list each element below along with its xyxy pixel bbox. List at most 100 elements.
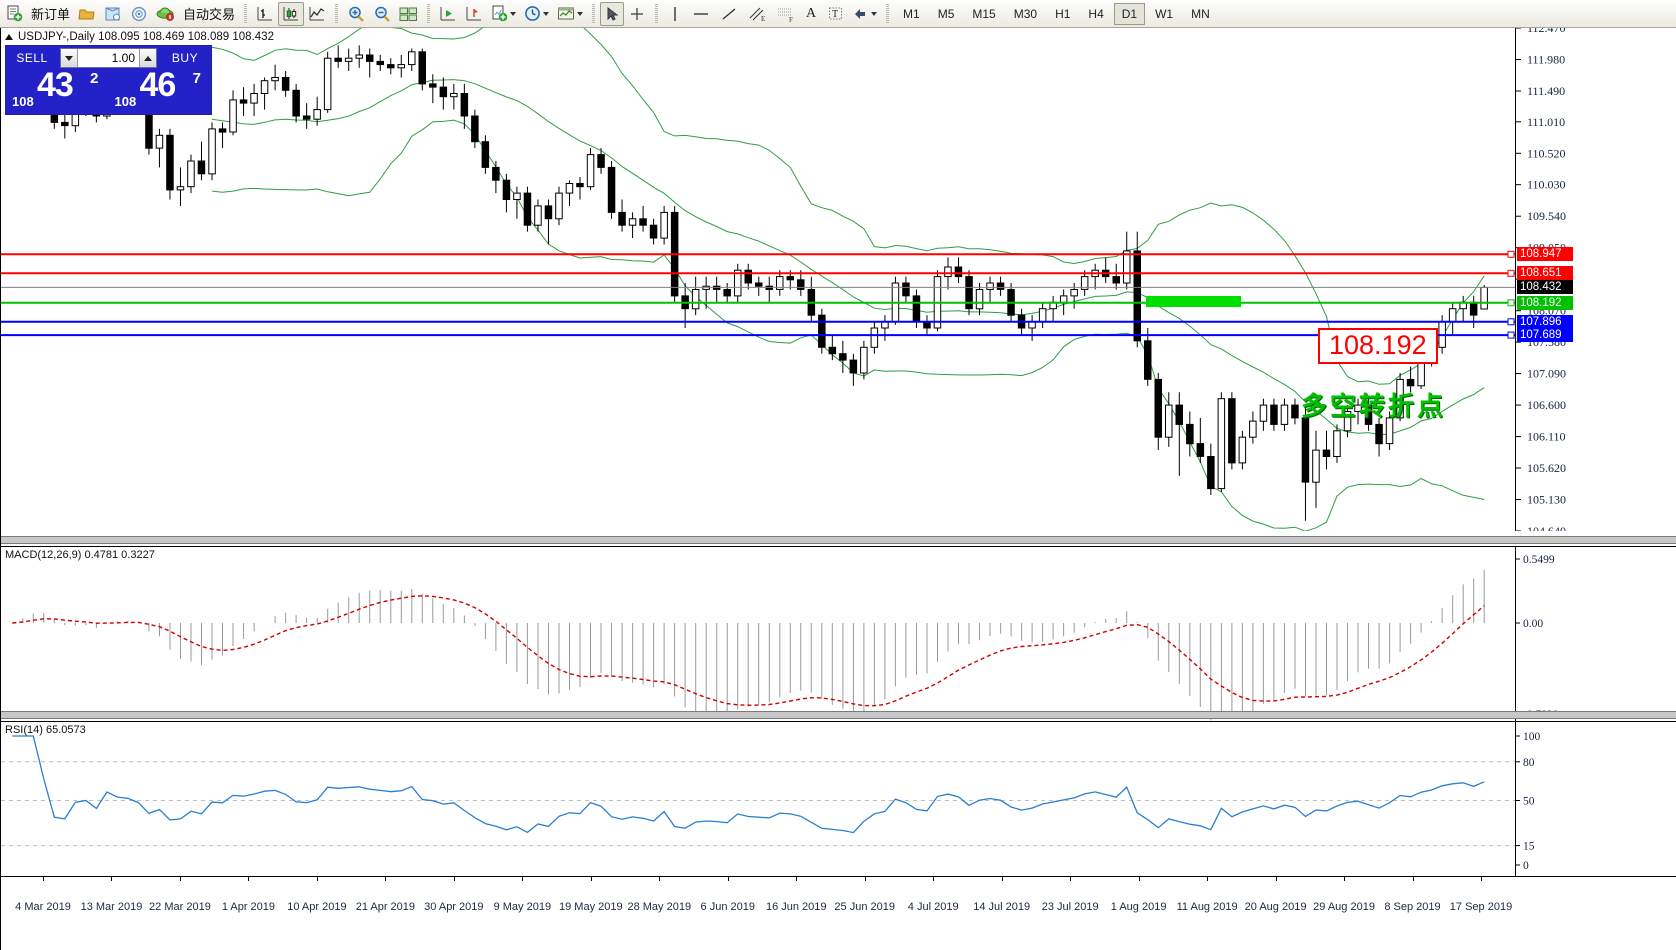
volume-input[interactable]: 1.00 (78, 49, 139, 67)
templates-button[interactable] (553, 2, 587, 26)
chart-shift-button[interactable] (461, 2, 487, 26)
auto-scroll-button[interactable] (435, 2, 461, 26)
trendline-button[interactable] (715, 2, 743, 26)
indicators-button[interactable] (487, 2, 520, 26)
toolbar-separator-4 (590, 3, 597, 24)
time-tick (43, 877, 44, 881)
arrows-button[interactable] (848, 2, 881, 26)
volume-increase-button[interactable] (139, 49, 156, 67)
zoom-in-button[interactable] (343, 2, 369, 26)
price-pane[interactable]: USDJPY-,Daily 108.095 108.469 108.089 10… (1, 28, 1676, 531)
volume-stepper[interactable]: 1.00 (60, 48, 157, 68)
timeframe-m30[interactable]: M30 (1013, 6, 1038, 21)
price-tag-108-947[interactable]: 108.947 (1517, 247, 1573, 262)
fibonacci-button[interactable]: F (771, 2, 799, 26)
chevron-down-icon[interactable] (510, 11, 517, 16)
svg-text:0: 0 (1523, 860, 1529, 872)
text-button[interactable]: A (799, 2, 823, 26)
sell-price-display[interactable]: 108 43 2 (7, 66, 108, 113)
timeframe-m1[interactable]: M1 (903, 6, 920, 21)
chevron-down-icon-4[interactable] (871, 11, 878, 16)
candlestick-chart-button[interactable] (278, 1, 305, 26)
volume-decrease-button[interactable] (61, 49, 78, 67)
history-icon-button[interactable] (74, 2, 100, 26)
price-scale[interactable]: 112.470 111.980 111.490 111.010 110.520 110.0… (1515, 28, 1676, 531)
vertical-line-button[interactable] (663, 2, 687, 26)
macd-plot[interactable] (1, 547, 1515, 721)
buy-price-display[interactable]: 108 46 7 (109, 66, 210, 113)
autotrading-label[interactable]: 自动交易 (183, 7, 236, 22)
time-axis-label: 14 Jul 2019 (973, 901, 1031, 913)
svg-text:104.640: 104.640 (1527, 524, 1566, 531)
time-axis-label: 1 Aug 2019 (1110, 901, 1167, 913)
chart-window[interactable]: USDJPY-,Daily 108.095 108.469 108.089 10… (0, 28, 1676, 950)
price-tag-108-432[interactable]: 108.432 (1517, 280, 1573, 295)
text-label-button[interactable]: T (823, 2, 848, 26)
new-order-icon (7, 5, 23, 22)
timeframe-w1[interactable]: W1 (1155, 6, 1174, 21)
one-click-trading-panel[interactable]: SELL 1.00 BUY 108 43 (5, 45, 212, 115)
chart-grid-button[interactable] (395, 2, 422, 26)
sell-button[interactable]: SELL (16, 51, 48, 65)
line-chart-button[interactable] (304, 2, 330, 26)
time-tick (1481, 877, 1482, 881)
time-tick (1138, 877, 1140, 881)
expand-icon[interactable] (5, 34, 13, 40)
pane-divider-1[interactable] (1, 536, 1676, 544)
bar-chart-button[interactable] (252, 2, 278, 26)
target-icon (131, 6, 147, 21)
price-tag-107-689[interactable]: 107.689 (1517, 328, 1573, 343)
macd-pane[interactable]: MACD(12,26,9) 0.4781 0.3227 0.54990.00-0… (1, 546, 1676, 721)
new-order-button[interactable] (2, 2, 27, 26)
svg-text:111.490: 111.490 (1527, 84, 1565, 98)
time-axis-label: 16 Jun 2019 (765, 901, 827, 913)
time-axis-label: 9 May 2019 (493, 901, 552, 913)
turning-point-note[interactable]: 多空转折点 (1301, 392, 1447, 422)
vertical-line-icon (674, 6, 676, 21)
navigator-icon-button[interactable] (126, 2, 152, 26)
price-tag-107-896[interactable]: 107.896 (1517, 314, 1573, 329)
time-axis-label: 25 Jun 2019 (834, 901, 895, 913)
line-chart-icon (309, 6, 325, 20)
price-plot[interactable] (1, 28, 1515, 531)
rsi-pane[interactable]: RSI(14) 65.0573 100 80 50 15 0 (1, 721, 1676, 876)
price-callout[interactable]: 108.192 (1318, 328, 1438, 365)
time-tick (796, 877, 798, 881)
terminal-icon-button[interactable] (100, 2, 126, 26)
crosshair-button[interactable] (624, 2, 650, 26)
timeframe-m15[interactable]: M15 (972, 6, 996, 21)
buy-button[interactable]: BUY (171, 51, 199, 65)
zoom-out-button[interactable] (369, 2, 395, 26)
time-axis-label: 1 Apr 2019 (221, 901, 276, 913)
trendline-icon (722, 7, 736, 20)
equidistant-channel-button[interactable]: E (743, 2, 771, 26)
autotrading-icon-button[interactable] (152, 2, 179, 26)
rsi-plot[interactable] (1, 722, 1515, 876)
new-order-label[interactable]: 新订单 (31, 7, 71, 22)
pane-divider-2[interactable] (1, 711, 1676, 719)
timeframe-d1[interactable]: D1 (1113, 2, 1146, 25)
rsi-scale[interactable]: 100 80 50 15 0 (1515, 722, 1676, 876)
svg-text:110.030: 110.030 (1527, 178, 1566, 192)
svg-text:105.620: 105.620 (1527, 461, 1566, 475)
price-tag-108-651[interactable]: 108.651 (1517, 266, 1573, 281)
horizontal-line-button[interactable] (687, 2, 715, 26)
time-axis[interactable]: 4 Mar 2019 13 Mar 2019 22 Mar 2019 1 Apr 20… (1, 876, 1676, 950)
buy-price-big: 46 (139, 66, 177, 104)
chart-shift-icon (466, 6, 482, 20)
timeframe-h4[interactable]: H4 (1088, 6, 1104, 21)
trade-panel-prices: 108 43 2 108 46 7 (6, 66, 211, 114)
cursor-button[interactable] (600, 1, 625, 26)
timeframe-h1[interactable]: H1 (1055, 6, 1071, 21)
period-button[interactable] (520, 2, 553, 26)
timeframe-m5[interactable]: M5 (937, 6, 955, 21)
clock-icon (525, 6, 540, 21)
chevron-down-icon-2[interactable] (543, 11, 550, 16)
price-tag-108-192[interactable]: 108.192 (1517, 295, 1573, 310)
time-tick (590, 877, 592, 881)
book-icon (105, 7, 121, 20)
chevron-down-icon-3[interactable] (577, 11, 584, 16)
main-toolbar: 新订单 (0, 0, 1676, 28)
timeframe-mn[interactable]: MN (1191, 6, 1210, 21)
